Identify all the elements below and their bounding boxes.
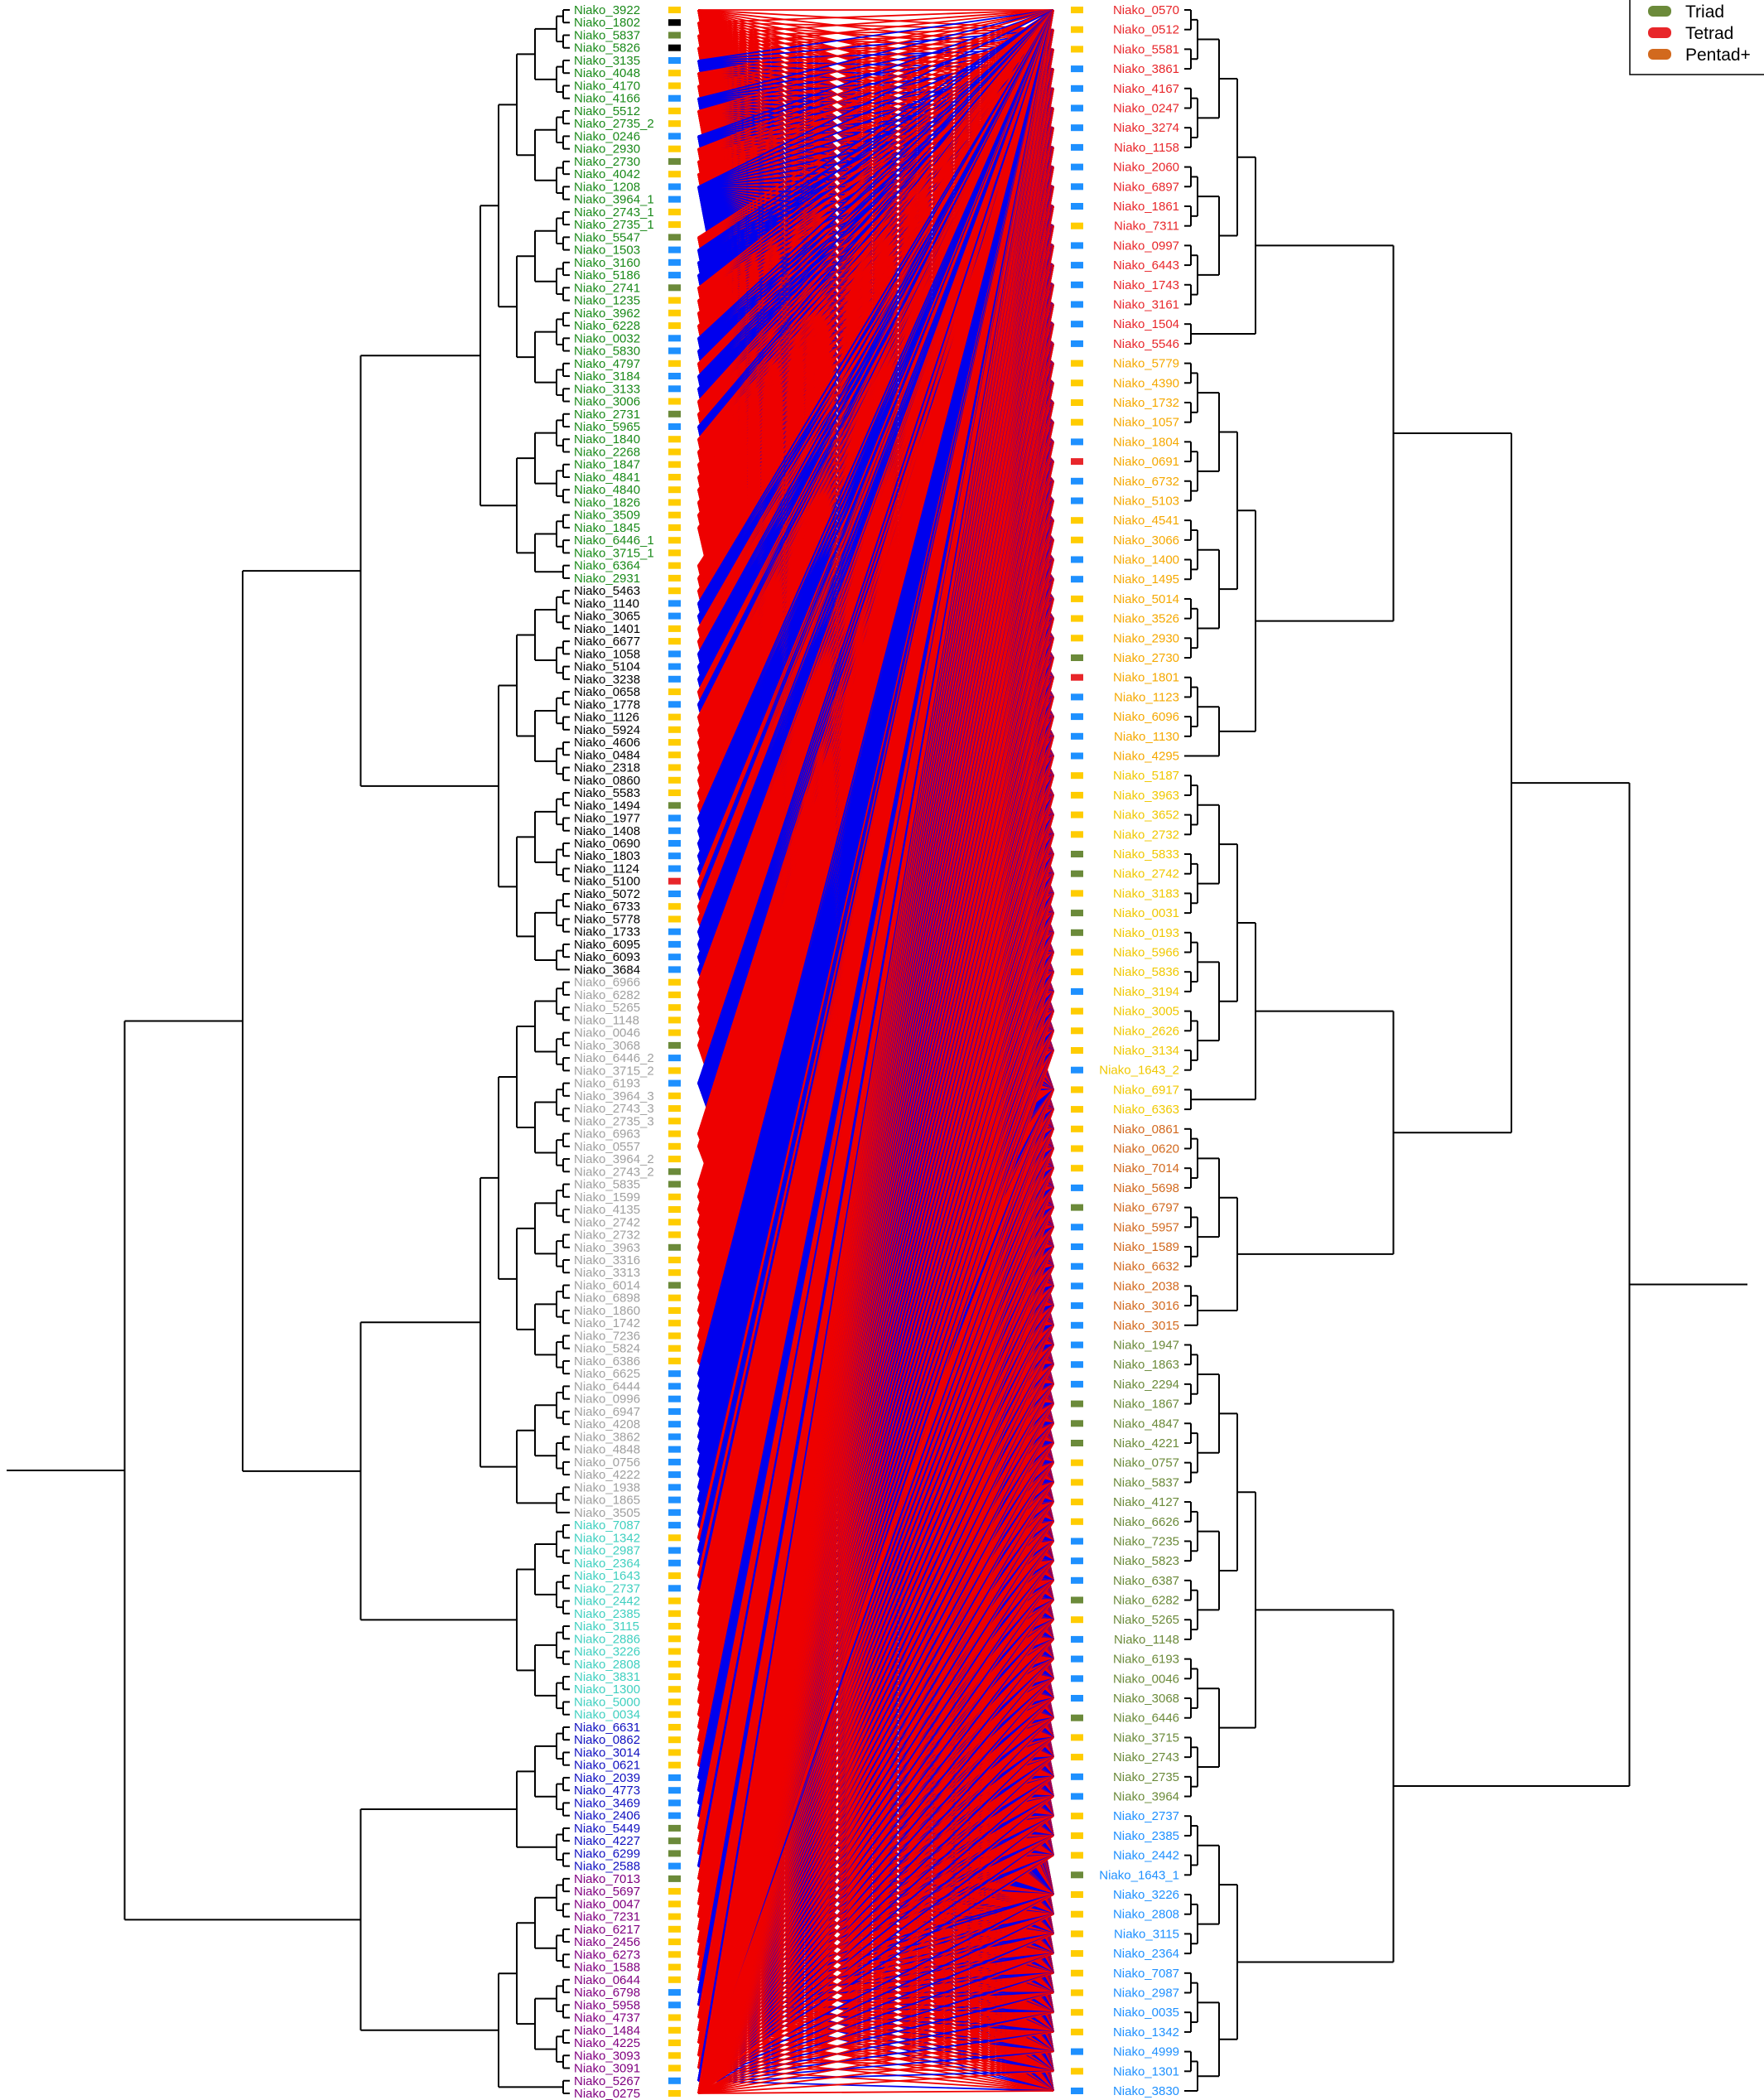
link-line	[697, 9, 1054, 99]
link-line	[697, 9, 1054, 112]
link-line	[697, 9, 1054, 87]
left-dendrogram	[7, 9, 570, 2094]
link-line	[697, 22, 1054, 31]
link-line	[697, 9, 1054, 24]
link-line	[697, 28, 1054, 99]
link-line	[697, 28, 1054, 112]
connection-lines	[697, 9, 1054, 2094]
link-line	[697, 9, 1054, 75]
link-line	[697, 9, 1054, 36]
link-line	[697, 9, 1054, 138]
right-dendrogram	[1184, 9, 1747, 2092]
link-line	[697, 9, 1054, 61]
link-line	[697, 9, 1054, 150]
link-line	[697, 9, 1054, 49]
